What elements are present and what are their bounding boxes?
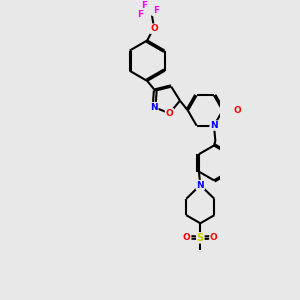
Text: N: N xyxy=(196,181,204,190)
Text: F: F xyxy=(142,1,148,10)
Text: S: S xyxy=(197,233,204,243)
Text: N: N xyxy=(210,121,218,130)
Text: O: O xyxy=(150,24,158,33)
Text: O: O xyxy=(210,233,218,242)
Text: O: O xyxy=(233,106,241,115)
Text: O: O xyxy=(183,233,191,242)
Text: O: O xyxy=(166,109,173,118)
Text: N: N xyxy=(150,103,158,112)
Text: F: F xyxy=(153,7,159,16)
Text: F: F xyxy=(137,10,143,19)
